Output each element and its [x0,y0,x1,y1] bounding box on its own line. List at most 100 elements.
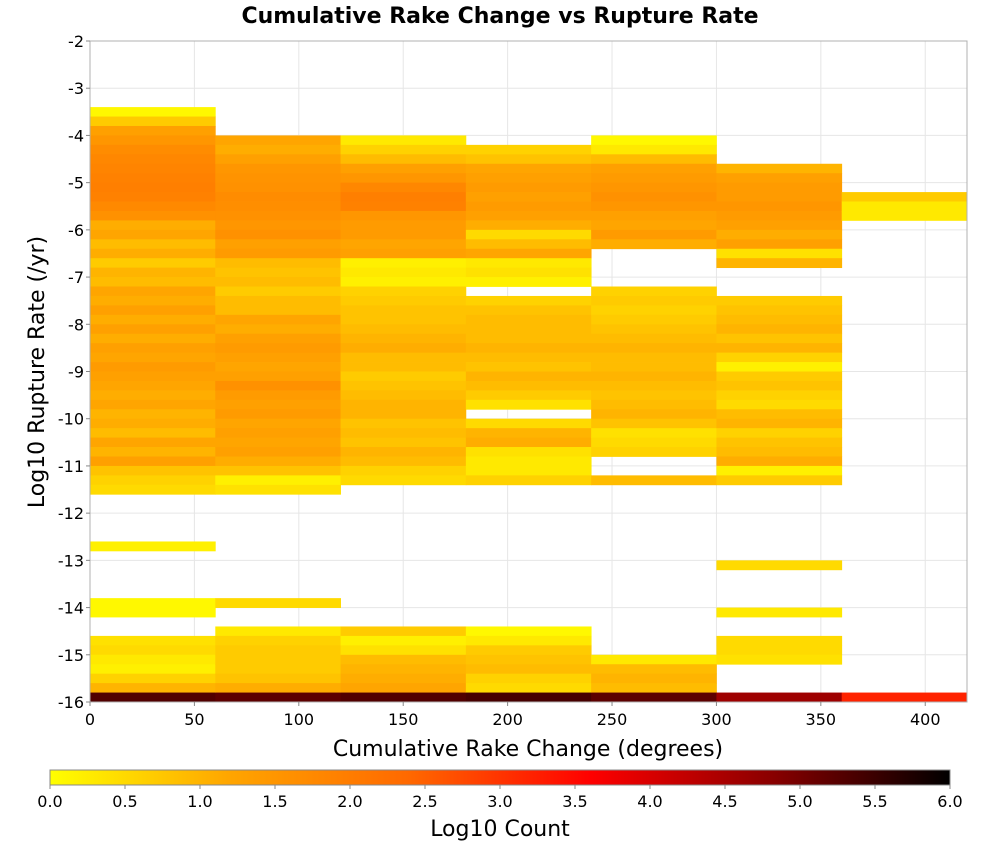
heatmap-cell [215,673,341,684]
heatmap-cell [841,210,968,221]
x-tick-label: 200 [492,710,523,729]
heatmap-cell [90,673,216,684]
heatmap-cell [340,182,467,193]
heatmap-cell [215,598,341,608]
heatmap-cell [465,182,592,193]
heatmap-cell [215,229,341,240]
heatmap-cell [90,654,216,665]
heatmap-cell [465,144,592,155]
heatmap-cell [716,428,843,438]
heatmap-cell [340,380,467,391]
heatmap-cell [90,201,216,212]
heatmap-cell [591,362,717,372]
heatmap-cell [340,437,467,448]
heatmap-cell [90,645,216,656]
heatmap-cell [90,352,216,363]
colorbar-tick-label: 4.0 [637,792,662,811]
heatmap-cell [591,428,717,438]
heatmap-cell [340,333,467,344]
heatmap-cell [465,418,592,429]
heatmap-cell [465,380,592,391]
heatmap-cell [716,456,843,467]
heatmap-cell [215,333,341,344]
heatmap-cell [716,258,843,269]
heatmap-cell [215,352,341,363]
heatmap-cell [591,352,717,363]
y-tick-label: -3 [68,79,84,98]
heatmap-cell [90,664,216,675]
y-axis-title: Log10 Rupture Rate (/yr) [25,236,50,508]
heatmap-cell [465,437,592,448]
heatmap-cell [340,475,467,486]
heatmap-cell [215,437,341,448]
colorbar-tick-label: 6.0 [937,792,962,811]
heatmap-cell [90,324,216,335]
heatmap-cell [340,418,467,429]
heatmap-cell [716,409,843,420]
heatmap-cell [340,362,467,372]
heatmap-cell [716,362,843,372]
y-tick-label: -12 [58,504,84,523]
heatmap-cell [716,560,843,571]
heatmap-cell [215,447,341,457]
heatmap-cell [90,362,216,372]
x-tick-label: 150 [388,710,419,729]
heatmap-cell [465,154,592,165]
heatmap-cell [340,201,467,212]
heatmap-cell [591,409,717,420]
heatmap-cell [340,692,467,703]
colorbar-tick-label: 2.0 [337,792,362,811]
heatmap-cell [591,664,717,675]
heatmap-cell [340,324,467,335]
x-tick-label: 400 [910,710,941,729]
heatmap-cell [215,173,341,184]
heatmap-cell [215,475,341,486]
y-tick-label: -8 [68,315,84,334]
colorbar-tick-label: 0.0 [37,792,62,811]
heatmap-cell [215,645,341,656]
heatmap-cell [340,144,467,155]
colorbar-tick-label: 3.0 [487,792,512,811]
heatmap-cell [591,371,717,382]
heatmap-cell [90,371,216,382]
heatmap-cell [591,673,717,684]
heatmap-cell [591,286,717,297]
heatmap-cell [716,182,843,193]
heatmap-cell [215,144,341,155]
heatmap-cell [465,343,592,354]
heatmap-cells [90,107,968,703]
heatmap-cell [90,154,216,165]
heatmap-cell [340,390,467,401]
heatmap-cell [591,390,717,401]
heatmap-cell [465,201,592,212]
heatmap-cell [465,352,592,363]
heatmap-cell [340,399,467,410]
heatmap-cell [340,210,467,221]
colorbar-tick-label: 1.0 [187,792,212,811]
heatmap-cell [90,135,216,146]
heatmap-cell [716,173,843,184]
heatmap-cell [90,163,216,174]
heatmap-cell [716,635,843,646]
heatmap-cell [465,645,592,656]
heatmap-cell [90,229,216,240]
heatmap-cell [465,239,592,250]
heatmap-cell [90,305,216,316]
heatmap-cell [90,409,216,420]
heatmap-cell [90,475,216,486]
heatmap-cell [215,182,341,193]
heatmap-cell [465,664,592,675]
heatmap-cell [340,447,467,457]
heatmap-cell [215,135,341,146]
heatmap-cell [591,173,717,184]
heatmap-cell [340,163,467,174]
heatmap-cell [215,201,341,212]
heatmap-cell [340,343,467,354]
heatmap-cell [716,333,843,344]
heatmap-cell [90,125,216,136]
heatmap-cell [465,295,592,306]
x-tick-label: 50 [184,710,204,729]
heatmap-cell [465,333,592,344]
heatmap-cell [716,314,843,325]
heatmap-cell [716,399,843,410]
